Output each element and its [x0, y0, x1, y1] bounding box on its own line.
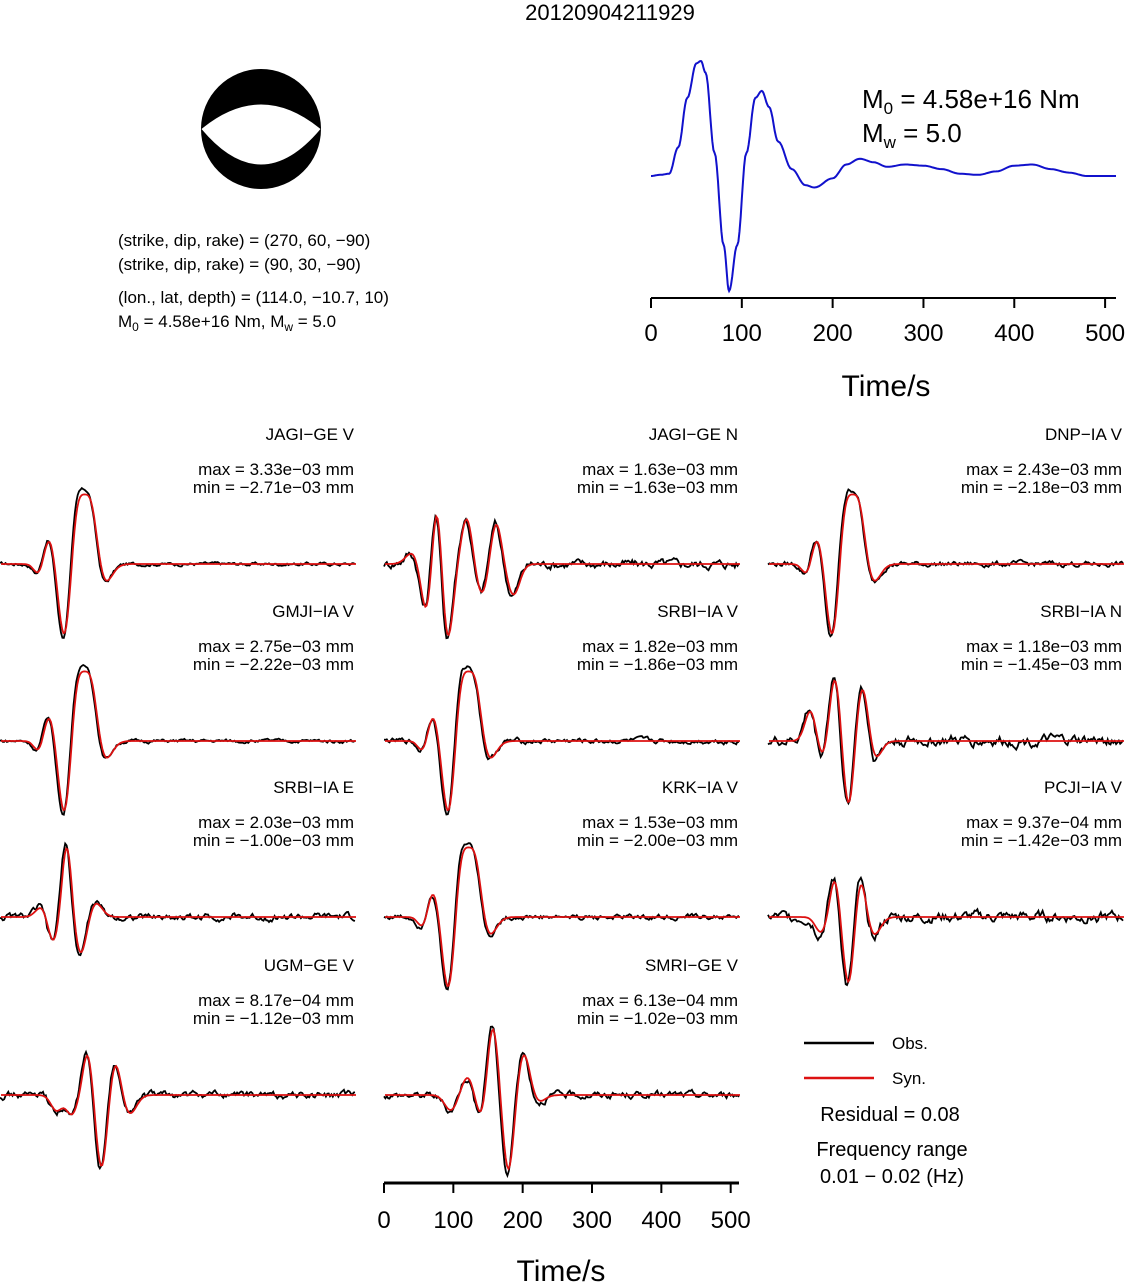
station-label: SRBI−IA N: [1040, 602, 1122, 621]
stf-panel: M0 = 4.58e+16 Nm Mw = 5.0 0 100 200 300 400 5…: [644, 59, 1125, 403]
syn-trace: [1, 847, 356, 953]
waveform-x-axis: 0 100 200 300 400 500: [377, 1181, 751, 1234]
stf-m0-label: M0 = 4.58e+16 Nm: [862, 84, 1080, 118]
syn-trace: [1, 1054, 356, 1167]
station-label: GMJI−IA V: [272, 602, 354, 621]
stf-tick-label: 200: [813, 320, 853, 347]
legend: Obs. Syn. Residual = 0.08 Frequency rang…: [804, 1034, 968, 1188]
syn-trace: [385, 846, 740, 988]
station-label: JAGI−GE V: [266, 425, 355, 444]
min-label: min = −1.12e−03 mm: [193, 1009, 354, 1028]
min-label: min = −2.22e−03 mm: [193, 655, 354, 674]
obs-trace: [383, 513, 740, 640]
mechanism-moment-line: M0 = 4.58e+16 Nm, Mw = 5.0: [118, 312, 336, 334]
syn-trace: [1, 493, 356, 635]
syn-trace: [385, 514, 740, 637]
waveform-tick-label: 400: [641, 1207, 681, 1234]
obs-trace: [0, 1049, 356, 1171]
min-label: min = −1.63e−03 mm: [577, 478, 738, 497]
beachball-icon: [201, 69, 321, 189]
waveform-tick-label: 100: [433, 1207, 473, 1234]
legend-obs-label: Obs.: [892, 1034, 928, 1053]
station-label: SRBI−IA E: [273, 778, 354, 797]
max-label: max = 2.43e−03 mm: [966, 460, 1122, 479]
mechanism-line-2: (strike, dip, rake) = (90, 30, −90): [118, 255, 361, 274]
waveform-tick-label: 0: [377, 1207, 390, 1234]
min-label: min = −1.00e−03 mm: [193, 831, 354, 850]
syn-trace: [769, 880, 1124, 984]
station-label: DNP−IA V: [1045, 425, 1123, 444]
min-label: min = −1.42e−03 mm: [961, 831, 1122, 850]
station-label: SRBI−IA V: [657, 602, 738, 621]
max-label: max = 6.13e−04 mm: [582, 991, 738, 1010]
legend-syn-label: Syn.: [892, 1069, 926, 1088]
station-label: JAGI−GE N: [649, 425, 738, 444]
max-label: max = 8.17e−04 mm: [198, 991, 354, 1010]
station-label: UGM−GE V: [264, 956, 355, 975]
figure-title: 20120904211929: [525, 0, 695, 25]
residual-label: Residual = 0.08: [820, 1104, 960, 1126]
syn-trace: [1, 670, 356, 812]
waveform-tick-label: 200: [503, 1207, 543, 1234]
stf-line: [651, 59, 1116, 294]
stf-tick-label: 0: [644, 320, 657, 347]
station-label: PCJI−IA V: [1044, 778, 1123, 797]
max-label: max = 3.33e−03 mm: [198, 460, 354, 479]
min-label: min = −2.71e−03 mm: [193, 478, 354, 497]
max-label: max = 1.18e−03 mm: [966, 637, 1122, 656]
max-label: max = 2.03e−03 mm: [198, 813, 354, 832]
obs-trace: [0, 841, 356, 957]
obs-trace: [383, 1025, 740, 1179]
stf-tick-label: 100: [722, 320, 762, 347]
stf-x-axis: 0 100 200 300 400 500: [644, 297, 1125, 347]
station-label: KRK−IA V: [662, 778, 739, 797]
obs-trace: [767, 677, 1124, 806]
max-label: max = 1.63e−03 mm: [582, 460, 738, 479]
syn-trace: [769, 493, 1124, 635]
min-label: min = −1.02e−03 mm: [577, 1009, 738, 1028]
max-label: max = 9.37e−04 mm: [966, 813, 1122, 832]
stf-mw-label: Mw = 5.0: [862, 118, 962, 152]
waveform-tick-label: 500: [711, 1207, 751, 1234]
min-label: min = −2.00e−03 mm: [577, 831, 738, 850]
max-label: max = 2.75e−03 mm: [198, 637, 354, 656]
min-label: min = −2.18e−03 mm: [961, 478, 1122, 497]
max-label: max = 1.53e−03 mm: [582, 813, 738, 832]
waveform-tick-label: 300: [572, 1207, 612, 1234]
max-label: max = 1.82e−03 mm: [582, 637, 738, 656]
waveform-x-axis-label: Time/s: [517, 1255, 606, 1283]
frequency-range-value: 0.01 − 0.02 (Hz): [820, 1166, 964, 1188]
frequency-range-title: Frequency range: [816, 1139, 967, 1161]
stf-tick-label: 400: [994, 320, 1034, 347]
mechanism-line-1: (strike, dip, rake) = (270, 60, −90): [118, 231, 370, 250]
stf-tick-label: 300: [903, 320, 943, 347]
station-label: SMRI−GE V: [645, 956, 739, 975]
syn-trace: [385, 1027, 740, 1171]
syn-trace: [385, 670, 740, 812]
min-label: min = −1.86e−03 mm: [577, 655, 738, 674]
syn-trace: [769, 679, 1124, 804]
stf-x-axis-label: Time/s: [842, 370, 931, 403]
stf-tick-label: 500: [1085, 320, 1125, 347]
min-label: min = −1.45e−03 mm: [961, 655, 1122, 674]
mechanism-line-3: (lon., lat, depth) = (114.0, −10.7, 10): [118, 288, 389, 307]
